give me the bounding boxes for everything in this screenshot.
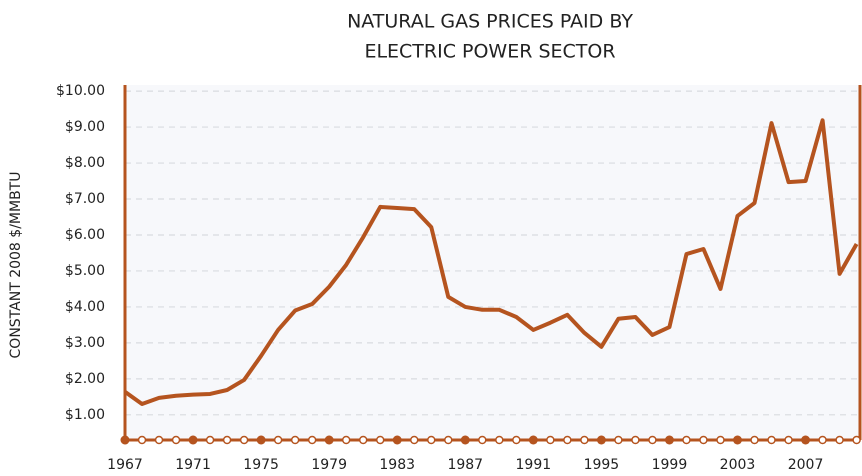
- y-tick-label: $1.00: [65, 407, 105, 423]
- x-tick-mark: [188, 435, 198, 445]
- x-marker: [409, 435, 419, 445]
- x-marker: [290, 435, 300, 445]
- y-tick-label: $8.00: [65, 155, 105, 171]
- y-tick-label: $4.00: [65, 299, 105, 315]
- x-tick-mark: [664, 435, 674, 445]
- x-marker: [699, 435, 708, 445]
- x-marker: [495, 435, 504, 445]
- y-tick-label: $2.00: [65, 371, 105, 387]
- x-tick-mark: [392, 435, 402, 445]
- x-tick-label: 1999: [652, 457, 688, 473]
- chart-title: ELECTRIC POWER SECTOR: [364, 41, 615, 63]
- y-tick-label: $3.00: [65, 335, 105, 351]
- x-marker: [427, 435, 436, 445]
- x-marker: [750, 435, 759, 445]
- x-tick-label: 1995: [584, 457, 620, 473]
- x-tick-mark: [120, 435, 130, 445]
- x-marker: [375, 435, 385, 445]
- x-marker: [307, 435, 317, 445]
- y-tick-label: $9.00: [65, 119, 105, 135]
- chart-title: NATURAL GAS PRICES PAID BY: [347, 11, 633, 33]
- x-marker: [631, 435, 640, 445]
- x-marker: [137, 435, 147, 445]
- x-tick-label: 1991: [516, 457, 552, 473]
- x-tick-mark: [733, 435, 742, 445]
- x-tick-label: 2007: [788, 457, 824, 473]
- x-marker: [580, 435, 589, 445]
- x-tick-label: 1971: [175, 457, 211, 473]
- x-marker: [648, 435, 657, 445]
- x-marker: [205, 435, 215, 445]
- x-tick-mark: [528, 435, 538, 445]
- y-tick-label: $6.00: [65, 227, 105, 243]
- x-marker: [444, 435, 453, 445]
- x-tick-label: 1967: [107, 457, 143, 473]
- y-tick-label: $5.00: [65, 263, 105, 279]
- x-marker: [512, 435, 521, 445]
- data-line: [123, 118, 859, 407]
- x-marker: [478, 435, 487, 445]
- x-tick-label: 1983: [379, 457, 415, 473]
- x-tick-label: 1979: [311, 457, 347, 473]
- x-marker: [273, 435, 283, 445]
- x-marker: [852, 435, 861, 445]
- x-marker: [239, 435, 249, 445]
- x-tick-label: 1975: [243, 457, 279, 473]
- x-tick-mark: [596, 435, 606, 445]
- x-tick-mark: [801, 435, 811, 445]
- x-marker: [563, 435, 572, 445]
- x-tick-mark: [256, 435, 266, 445]
- x-tick-mark: [324, 435, 334, 445]
- x-marker: [767, 435, 776, 445]
- x-marker: [614, 435, 623, 445]
- x-marker: [222, 435, 232, 445]
- x-marker: [784, 435, 793, 445]
- y-tick-label: $10.00: [56, 83, 105, 99]
- x-tick-label: 2003: [720, 457, 756, 473]
- x-marker: [341, 435, 351, 445]
- plot-background: [125, 85, 860, 440]
- x-tick-label: 1987: [447, 457, 483, 473]
- x-marker: [682, 435, 691, 445]
- x-marker: [835, 435, 844, 445]
- y-axis-label: CONSTANT 2008 $/MMBTU: [8, 172, 24, 359]
- x-marker: [716, 435, 725, 445]
- x-tick-mark: [460, 435, 470, 445]
- x-marker: [818, 435, 827, 445]
- x-marker: [358, 435, 368, 445]
- y-tick-label: $7.00: [65, 191, 105, 207]
- x-marker: [154, 435, 164, 445]
- x-marker: [546, 435, 555, 445]
- x-marker: [171, 435, 181, 445]
